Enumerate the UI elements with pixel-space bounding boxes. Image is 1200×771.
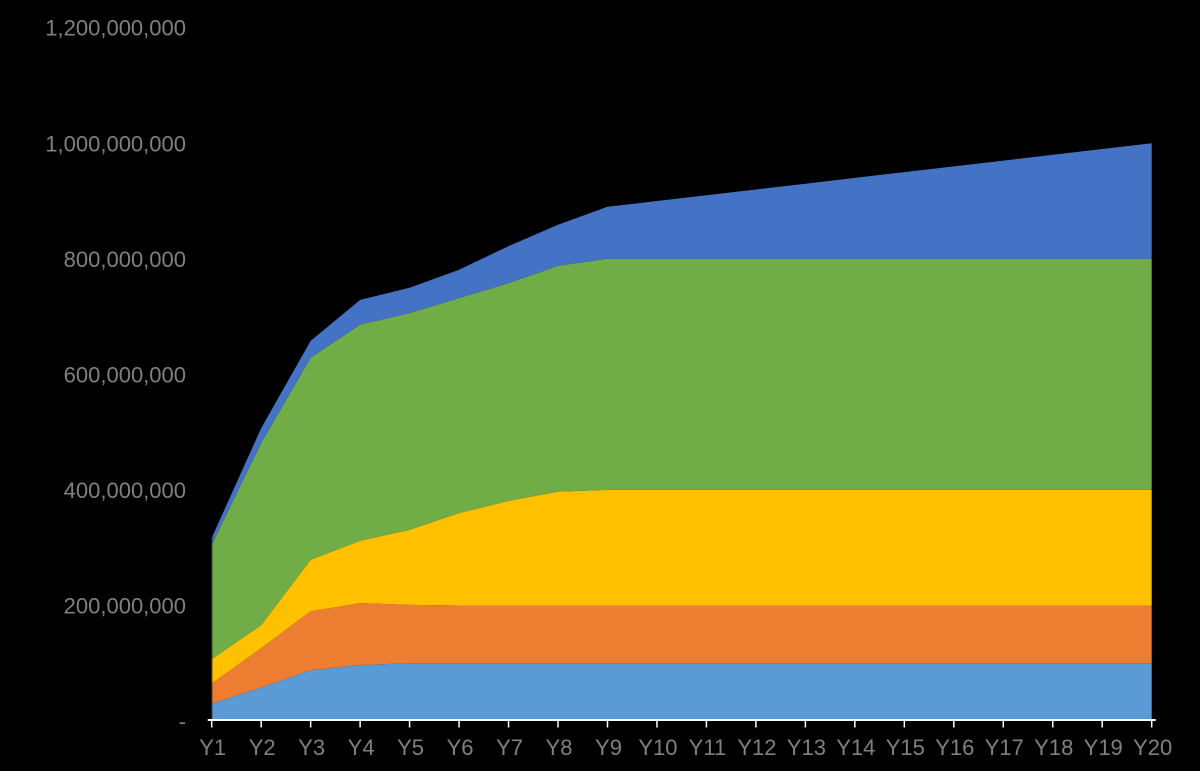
- x-axis-label: Y15: [886, 735, 925, 760]
- area-series-yellow: [211, 489, 1152, 684]
- x-axis-label: Y10: [638, 735, 677, 760]
- area-series-green: [211, 258, 1152, 660]
- x-axis-label: Y8: [546, 735, 573, 760]
- x-axis-label: Y7: [496, 735, 523, 760]
- x-axis-label: Y12: [737, 735, 776, 760]
- area-series-dark_blue: [211, 143, 1152, 545]
- y-axis-label: 800,000,000: [64, 247, 186, 272]
- x-axis-label: Y4: [348, 735, 375, 760]
- x-axis-label: Y18: [1034, 735, 1073, 760]
- y-axis-label: 1,000,000,000: [45, 131, 186, 156]
- x-axis-label: Y20: [1133, 735, 1172, 760]
- y-axis-label: 1,200,000,000: [45, 16, 186, 41]
- x-axis-label: Y3: [298, 735, 325, 760]
- x-axis-label: Y16: [935, 735, 974, 760]
- x-axis-label: Y17: [985, 735, 1024, 760]
- x-axis-label: Y13: [787, 735, 826, 760]
- x-axis-label: Y1: [199, 735, 226, 760]
- y-axis-label: 400,000,000: [64, 478, 186, 503]
- x-axis-label: Y19: [1084, 735, 1123, 760]
- area-series-orange: [211, 603, 1152, 704]
- y-axis-label: -: [179, 709, 186, 734]
- x-axis-label: Y11: [689, 735, 727, 760]
- x-axis-label: Y14: [836, 735, 875, 760]
- y-axis-label: 600,000,000: [64, 362, 186, 387]
- y-axis-label: 200,000,000: [64, 593, 186, 618]
- x-axis-label: Y5: [397, 735, 424, 760]
- area-series-light_blue: [211, 663, 1152, 721]
- x-axis-label: Y6: [447, 735, 474, 760]
- x-axis-label: Y2: [249, 735, 276, 760]
- x-axis-label: Y9: [595, 735, 622, 760]
